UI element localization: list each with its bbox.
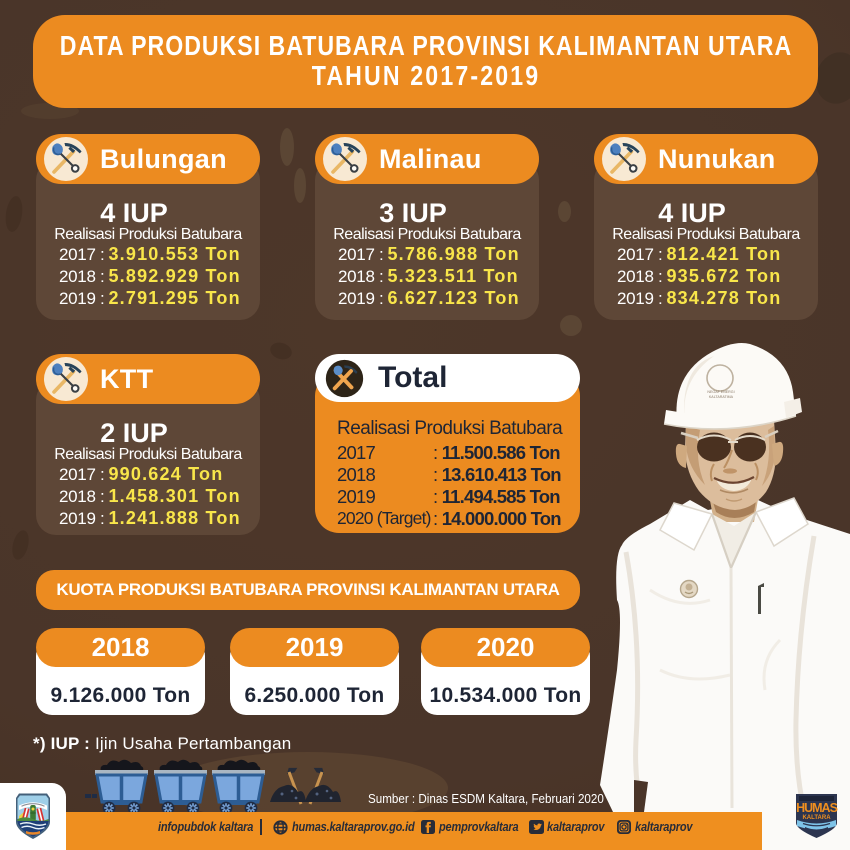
svg-text:NEGAF ENERGI: NEGAF ENERGI [707,390,734,394]
svg-text:HUMAS: HUMAS [796,801,837,815]
svg-text:KALTARATIMA: KALTARATIMA [709,395,734,399]
svg-text:KALTARA: KALTARA [802,815,831,821]
